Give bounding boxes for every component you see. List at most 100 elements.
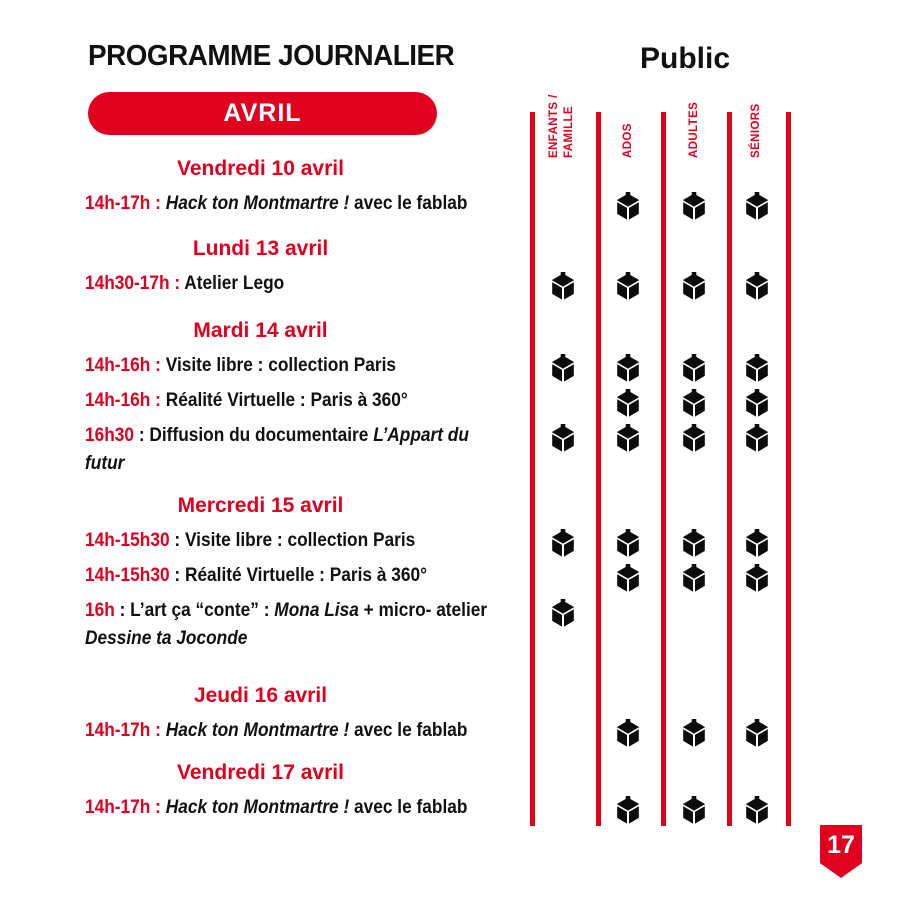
event-text: 14h-16h : Réalité Virtuelle : Paris à 36… <box>85 387 504 415</box>
audience-cube-icon <box>681 719 707 747</box>
day-header: Vendredi 10 avril <box>177 157 344 180</box>
audience-cube-icon <box>615 192 641 220</box>
audience-cube-empty <box>550 192 576 220</box>
event-row: 14h-16h : Réalité Virtuelle : Paris à 36… <box>0 387 900 417</box>
audience-cube-icon <box>615 424 641 452</box>
audience-cube-icon <box>615 389 641 417</box>
event-row: 14h30-17h : Atelier Lego <box>0 270 900 300</box>
event-title-segment: + micro- atelier <box>358 600 488 621</box>
audience-cube-icon <box>681 424 707 452</box>
day-section: Vendredi 17 avril 14h-17h : Hack ton Mont… <box>0 759 900 824</box>
day-section: Mercredi 15 avril 14h-15h30 : Visite libr… <box>0 492 900 653</box>
event-title-segment: : Réalité Virtuelle : Paris à 360° <box>169 565 428 586</box>
event-time: 14h-16h : <box>85 390 166 411</box>
event-time: 14h30-17h : <box>85 273 185 294</box>
event-row: 16h : L’art ça “conte” : Mona Lisa + mic… <box>0 597 900 653</box>
audience-cube-icon <box>550 272 576 300</box>
column-divider-line <box>530 112 535 826</box>
audience-cube-icon <box>615 564 641 592</box>
event-row: 14h-17h : Hack ton Montmartre ! avec le … <box>0 190 900 220</box>
event-time: 14h-17h : <box>85 797 166 818</box>
column-divider-line <box>786 112 791 826</box>
audience-cube-icon <box>550 599 576 627</box>
event-row: 16h30 : Diffusion du documentaire L’Appa… <box>0 422 900 478</box>
column-divider-line <box>727 112 732 826</box>
audience-cube-empty <box>550 564 576 592</box>
column-divider-line <box>596 112 601 826</box>
event-row: 14h-15h30 : Réalité Virtuelle : Paris à … <box>0 562 900 592</box>
public-header-title: Public <box>639 42 730 75</box>
audience-cube-icon <box>615 529 641 557</box>
audience-cube-icon <box>744 354 770 382</box>
audience-cube-icon <box>744 529 770 557</box>
audience-cube-empty <box>744 599 770 627</box>
audience-cube-empty <box>550 719 576 747</box>
audience-cube-icon <box>681 272 707 300</box>
event-title-segment: Hack ton Montmartre ! <box>165 193 350 214</box>
event-text: 14h-16h : Visite libre : collection Pari… <box>85 352 504 380</box>
audience-cube-icon <box>744 272 770 300</box>
event-row: 14h-15h30 : Visite libre : collection Pa… <box>0 527 900 557</box>
event-text: 14h-17h : Hack ton Montmartre ! avec le … <box>85 794 504 822</box>
event-row: 14h-16h : Visite libre : collection Pari… <box>0 352 900 382</box>
event-title-segment: Hack ton Montmartre ! <box>165 720 350 741</box>
event-title-segment: avec le fablab <box>349 720 468 741</box>
audience-cube-icon <box>744 564 770 592</box>
event-title-segment: : L’art ça “conte” : <box>114 600 275 621</box>
audience-cube-icon <box>744 796 770 824</box>
audience-cube-icon <box>681 564 707 592</box>
audience-cube-icon <box>615 272 641 300</box>
day-header: Vendredi 17 avril <box>177 761 344 784</box>
audience-cube-empty <box>681 599 707 627</box>
day-header: Jeudi 16 avril <box>193 684 328 707</box>
audience-cube-icon <box>550 529 576 557</box>
audience-cube-icon <box>681 529 707 557</box>
audience-cube-empty <box>550 796 576 824</box>
audience-cube-icon <box>681 192 707 220</box>
event-title-segment: avec le fablab <box>349 193 468 214</box>
event-row: 14h-17h : Hack ton Montmartre ! avec le … <box>0 794 900 824</box>
event-time: 14h-17h : <box>85 193 166 214</box>
event-time: 14h-15h30 <box>85 530 170 551</box>
page-number: 17 <box>827 831 855 859</box>
event-text: 16h : L’art ça “conte” : Mona Lisa + mic… <box>85 597 504 653</box>
day-section: Mardi 14 avril 14h-16h : Visite libre : c… <box>0 317 900 478</box>
event-text: 14h-15h30 : Réalité Virtuelle : Paris à … <box>85 562 504 590</box>
event-title-segment: Hack ton Montmartre ! <box>165 797 350 818</box>
event-title-segment: Réalité Virtuelle : Paris à 360° <box>165 390 408 411</box>
day-header: Mercredi 15 avril <box>177 494 344 517</box>
audience-cube-icon <box>615 719 641 747</box>
event-text: 14h-15h30 : Visite libre : collection Pa… <box>85 527 504 555</box>
event-text: 16h30 : Diffusion du documentaire L’Appa… <box>85 422 504 478</box>
audience-cube-icon <box>744 389 770 417</box>
audience-cube-icon <box>615 796 641 824</box>
event-row: 14h-17h : Hack ton Montmartre ! avec le … <box>0 717 900 747</box>
event-text: 14h-17h : Hack ton Montmartre ! avec le … <box>85 717 504 745</box>
event-title-segment: Mona Lisa <box>274 600 359 621</box>
month-badge-label: AVRIL <box>223 99 302 127</box>
audience-cube-icon <box>550 354 576 382</box>
page-title: PROGRAMME JOURNALIER <box>88 40 455 72</box>
event-time: 14h-15h30 <box>85 565 170 586</box>
event-title-segment: L’Appart du <box>373 425 469 446</box>
day-header: Lundi 13 avril <box>192 237 329 260</box>
day-section: Vendredi 10 avril 14h-17h : Hack ton Mont… <box>0 155 900 220</box>
audience-cube-icon <box>744 424 770 452</box>
audience-cube-icon <box>681 796 707 824</box>
day-header: Mardi 14 avril <box>193 319 328 342</box>
audience-cube-icon <box>744 192 770 220</box>
event-text: 14h30-17h : Atelier Lego <box>85 270 504 298</box>
event-title-segment: Dessine ta Joconde <box>85 628 248 649</box>
audience-cube-icon <box>744 719 770 747</box>
day-section: Jeudi 16 avril 14h-17h : Hack ton Montmar… <box>0 682 900 747</box>
day-section: Lundi 13 avril 14h30-17h : Atelier Lego <box>0 235 900 300</box>
event-title-segment: Visite libre : collection Paris <box>165 355 397 376</box>
event-text: 14h-17h : Hack ton Montmartre ! avec le … <box>85 190 504 218</box>
event-title-segment: avec le fablab <box>349 797 468 818</box>
event-title-segment: : Visite libre : collection Paris <box>169 530 416 551</box>
column-divider-line <box>661 112 666 826</box>
audience-cube-icon <box>550 424 576 452</box>
audience-cube-icon <box>681 389 707 417</box>
